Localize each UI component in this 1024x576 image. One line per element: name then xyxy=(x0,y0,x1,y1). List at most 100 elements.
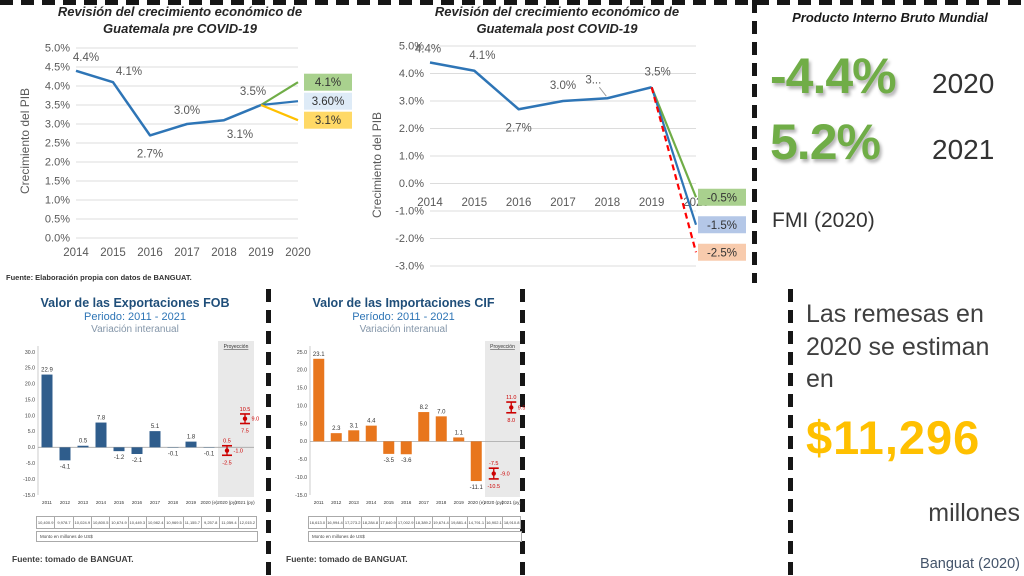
pib-2020-value: -4.4% xyxy=(770,48,897,104)
svg-text:2012: 2012 xyxy=(331,500,342,505)
table-cell: 9,978.7 xyxy=(55,517,74,528)
svg-text:8.2: 8.2 xyxy=(420,405,429,411)
imports-source: Fuente: tomado de BANGUAT. xyxy=(286,554,408,564)
pre-covid-chart-title: Revisión del crecimiento económico de Gu… xyxy=(6,4,354,38)
svg-text:2019: 2019 xyxy=(248,247,274,259)
pre-covid-chart-svg: 5.0% 4.5% 4.0% 3.5% 3.0% 2.5% 2.0% 1.5% 1.0% 0.5%… xyxy=(45,43,352,259)
svg-text:-10.5: -10.5 xyxy=(487,484,500,490)
table-cell: 12,015.2 xyxy=(239,517,257,528)
svg-text:3.5%: 3.5% xyxy=(645,66,671,78)
remesas-unit: millones xyxy=(928,498,1020,527)
svg-text:10.5: 10.5 xyxy=(240,407,251,413)
table-cell: 17,640.9 xyxy=(380,517,398,528)
svg-text:2015: 2015 xyxy=(100,247,126,259)
imports-title: Valor de las Importaciones CIF xyxy=(312,296,495,310)
svg-text:2016: 2016 xyxy=(132,500,143,505)
dashed-divider-horizontal xyxy=(0,0,1024,5)
table-cell: 18,910.8 xyxy=(503,517,521,528)
svg-text:4.1%: 4.1% xyxy=(469,50,495,62)
svg-text:2012: 2012 xyxy=(60,500,71,505)
svg-text:7.0: 7.0 xyxy=(437,409,446,415)
svg-text:2.0%: 2.0% xyxy=(45,157,70,169)
imports-subtitle: Período: 2011 - 2021 xyxy=(352,311,455,323)
svg-text:3.60%: 3.60% xyxy=(312,96,345,108)
svg-text:-7.5: -7.5 xyxy=(489,461,498,467)
svg-text:2020 (e): 2020 (e) xyxy=(200,500,218,505)
svg-text:3.0%: 3.0% xyxy=(399,96,424,108)
dashed-divider-bottom-1 xyxy=(266,289,271,576)
svg-text:0.5: 0.5 xyxy=(79,439,88,445)
svg-text:2020 (py): 2020 (py) xyxy=(217,500,237,505)
exports-source: Fuente: tomado de BANGUAT. xyxy=(12,554,134,564)
table-cell: 16,902.1 xyxy=(486,517,504,528)
svg-text:2016: 2016 xyxy=(401,500,412,505)
svg-text:1.0%: 1.0% xyxy=(399,151,424,163)
svg-text:2019: 2019 xyxy=(454,500,465,505)
table-cell: 10,674.9 xyxy=(110,517,129,528)
svg-text:3.0%: 3.0% xyxy=(550,80,576,92)
svg-text:5.0%: 5.0% xyxy=(45,43,70,55)
table-cell: 10,800.5 xyxy=(92,517,111,528)
svg-text:3.1%: 3.1% xyxy=(227,129,253,141)
svg-text:2017: 2017 xyxy=(174,247,200,259)
svg-text:5.0: 5.0 xyxy=(300,421,307,427)
imports-chart-panel: Valor de las Importaciones CIF Período: … xyxy=(282,292,525,576)
svg-text:2015: 2015 xyxy=(384,500,395,505)
remesas-amount: $11,296 xyxy=(806,410,981,464)
svg-text:2015: 2015 xyxy=(462,197,488,209)
svg-text:Proyección: Proyección xyxy=(224,344,249,350)
table-cell: 17,002.9 xyxy=(397,517,415,528)
svg-text:0.0: 0.0 xyxy=(28,445,35,451)
table-cell: 19,674.4 xyxy=(433,517,451,528)
svg-text:0.5: 0.5 xyxy=(223,439,231,445)
exports-subtitle: Periodo: 2011 - 2021 xyxy=(84,311,186,323)
svg-text:1.1: 1.1 xyxy=(455,430,464,436)
svg-text:-1.0%: -1.0% xyxy=(395,206,424,218)
svg-text:-10.0: -10.0 xyxy=(23,477,35,483)
svg-text:-9.0: -9.0 xyxy=(500,472,509,478)
table-cell: 10,449.3 xyxy=(129,517,147,528)
table-cell: 18,389.2 xyxy=(415,517,433,528)
exports-title: Valor de las Exportaciones FOB xyxy=(40,296,230,310)
svg-text:-2.5: -2.5 xyxy=(222,460,231,466)
svg-text:2011: 2011 xyxy=(314,500,324,505)
dashed-divider-bottom-2 xyxy=(520,289,525,576)
svg-text:3.1: 3.1 xyxy=(350,423,359,429)
svg-text:2017: 2017 xyxy=(419,500,430,505)
svg-text:1.5%: 1.5% xyxy=(45,176,70,188)
svg-text:0.5%: 0.5% xyxy=(45,214,70,226)
imports-data-table: 16,613.0 16,994.4 17,273.2 18,284.8 17,640.9… xyxy=(308,516,521,529)
svg-text:2018: 2018 xyxy=(595,197,621,209)
svg-text:-2.0%: -2.0% xyxy=(395,233,424,245)
svg-text:-1.2: -1.2 xyxy=(114,455,125,461)
pib-2021-value: 5.2% xyxy=(770,114,881,170)
svg-text:-0.1: -0.1 xyxy=(168,452,179,458)
svg-text:15.0: 15.0 xyxy=(297,386,307,392)
pib-mundial-title: Producto Interno Bruto Mundial xyxy=(792,10,988,25)
svg-text:2020 (py): 2020 (py) xyxy=(484,500,504,505)
svg-text:2011: 2011 xyxy=(42,500,52,505)
svg-text:15.0: 15.0 xyxy=(25,397,35,403)
svg-text:5.1: 5.1 xyxy=(151,424,160,430)
svg-text:-15.0: -15.0 xyxy=(23,493,35,499)
post-covid-title-line2: Guatemala post COVID-19 xyxy=(476,20,638,36)
pib-mundial-panel: Producto Interno Bruto Mundial -4.4% 202… xyxy=(756,2,1024,282)
pre-covid-title-line1: Revisión del crecimiento económico de xyxy=(57,4,303,19)
exports-data-table: 10,400.9 9,978.7 10,024.9 10,800.5 10,674.9 1… xyxy=(36,516,257,529)
svg-text:3...: 3... xyxy=(585,74,601,86)
svg-text:2014: 2014 xyxy=(417,197,443,209)
svg-text:-2.5%: -2.5% xyxy=(707,247,737,259)
imports-subtitle2: Variación interanual xyxy=(359,324,448,335)
svg-text:11.0: 11.0 xyxy=(506,395,516,401)
table-cell: 10,969.5 xyxy=(165,517,184,528)
svg-text:2013: 2013 xyxy=(78,500,89,505)
table-cell: 14,791.1 xyxy=(468,517,486,528)
svg-text:2020 (e): 2020 (e) xyxy=(468,500,486,505)
svg-text:2016: 2016 xyxy=(506,197,532,209)
imports-table-note: Monto en millones de US$ xyxy=(308,531,522,542)
remesas-source: Banguat (2020) xyxy=(920,556,1020,572)
svg-text:10.0: 10.0 xyxy=(297,403,307,409)
svg-text:7.8: 7.8 xyxy=(97,416,106,422)
svg-text:-5.0: -5.0 xyxy=(26,461,35,467)
